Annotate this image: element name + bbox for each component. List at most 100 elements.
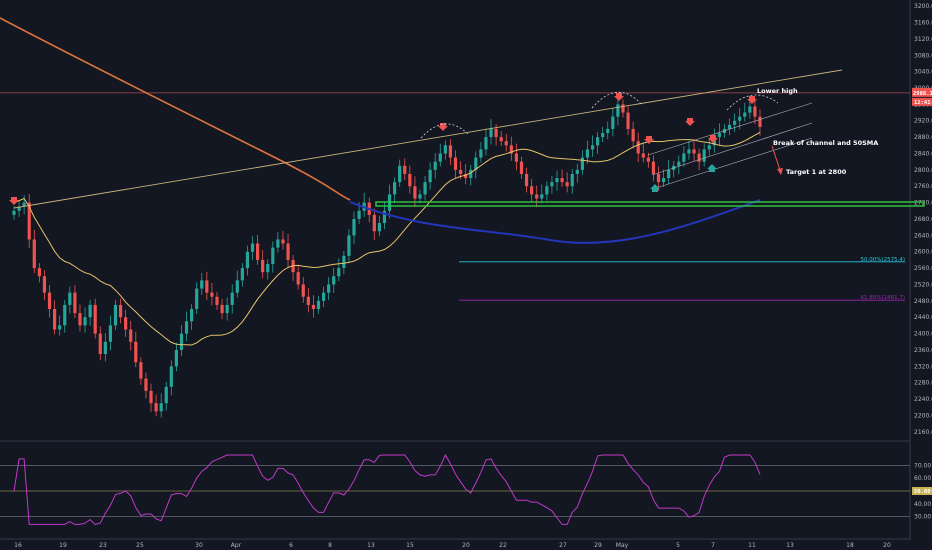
target-arrow-head-icon [777,168,783,175]
candle-body [286,243,290,260]
candle-body [113,304,118,326]
candle-body [245,251,250,269]
candle-body [433,161,437,170]
candle-body [195,288,199,310]
down-arrow-icon [644,136,654,144]
time-tick-label: May [616,542,629,549]
candle-body [565,182,569,187]
candle-body [555,178,559,183]
time-tick-label: 6 [289,542,293,549]
candle-body [159,403,163,412]
last-price-label: 2988.1 [913,91,932,97]
down-arrow-icon [747,96,757,104]
candle-body [149,390,153,404]
candle-body [489,128,493,138]
price-tick-label: 3120.0 [914,36,932,43]
price-tick-label: 2440.0 [914,314,932,321]
candle-body [174,349,178,367]
candle-body [661,178,666,183]
candle-body [327,284,331,293]
time-tick-label: 22 [499,542,507,549]
time-tick-label: 13 [786,542,794,549]
candle-body [682,153,686,162]
candle-body [382,210,387,224]
candle-body [748,106,752,113]
price-tick-label: 2560.0 [914,265,932,272]
candle-body [499,137,503,142]
up-arrow-icon [707,164,717,172]
candle-body [118,304,123,318]
price-tick-label: 2240.0 [914,396,932,403]
price-tick-label: 2800.0 [914,167,932,174]
time-tick-label: 23 [99,542,107,549]
candle-body [616,104,620,117]
candle-body [225,304,229,314]
candle-body [667,169,671,179]
rsi-tick-label: 40.00 [914,501,931,508]
price-tick-label: 2160.0 [914,429,932,436]
down-arrow-icon [438,123,448,131]
candle-body [103,341,107,355]
channel-top-line [647,102,813,156]
time-tick-label: 19 [59,542,67,549]
rsi-line [13,453,761,525]
price-tick-label: 2640.0 [914,232,932,239]
price-tick-label: 2680.0 [914,216,932,223]
candle-body [398,165,402,183]
down-arrow-icon [614,93,624,101]
candle-body [255,243,260,260]
price-tick-label: 2920.0 [914,118,932,125]
price-tick-label: 3160.0 [914,20,932,27]
candle-body [606,128,610,134]
candle-body [646,157,650,162]
candle-body [570,173,574,187]
candle-body [438,153,442,162]
candle-body [276,239,280,248]
candle-body [758,116,762,127]
candle-body [687,149,691,154]
price-tick-label: 2720.0 [914,200,932,207]
rsi-value-tag [912,487,932,495]
time-tick-label: 25 [136,542,144,549]
candle-body [509,145,513,154]
candle-body [443,145,447,154]
candle-body [575,169,579,174]
candle-body [484,137,488,150]
time-tick-label: 20 [462,542,470,549]
candle-body [601,133,605,138]
candle-body [337,268,341,277]
candle-body [37,268,41,277]
candle-body [58,325,62,330]
candle-body [494,128,498,138]
candle-body [235,280,239,293]
candle-body [124,317,128,330]
candle-body [677,161,681,166]
time-tick-label: 30 [195,542,203,549]
candle-body [631,128,635,142]
candle-body [464,173,468,179]
candle-body [22,202,26,207]
candle-body [418,194,422,199]
candle-body [560,178,564,183]
candle-body [651,161,656,174]
time-tick-label: 18 [846,542,854,549]
candle-body [733,120,737,125]
candle-body [372,214,376,232]
rsi-tick-label: 60.00 [914,475,931,482]
price-tick-label: 2360.0 [914,347,932,354]
price-tick-label: 2840.0 [914,150,932,157]
candle-body [78,313,82,326]
candle-body [611,116,615,129]
candle-body [12,210,16,215]
sma200-line [0,17,351,201]
time-tick-label: 8 [328,542,332,549]
price-tick-label: 2200.0 [914,412,932,419]
price-tick-label: 2760.0 [914,183,932,190]
sma50-line [13,131,761,346]
candle-body [636,141,640,154]
candle-body [377,223,381,232]
candle-body [108,325,113,342]
price-tick-label: 2280.0 [914,380,932,387]
candle-body [428,169,432,183]
